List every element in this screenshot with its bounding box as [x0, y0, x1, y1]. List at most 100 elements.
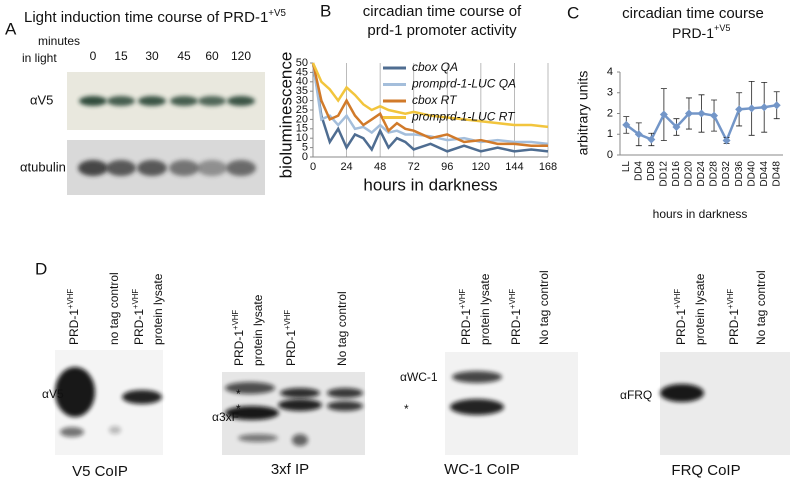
- column-label: protein lysate: [478, 273, 492, 345]
- y-tick-label: 40: [296, 76, 308, 88]
- x-tick-label: DD36: [734, 161, 745, 187]
- panel-letter: A: [5, 19, 17, 38]
- y-tick-label: 10: [296, 132, 308, 144]
- band: [452, 371, 502, 383]
- column-label-sup: +VHF: [726, 289, 735, 309]
- x-tick-label: 24: [340, 161, 352, 173]
- column-label-main: PRD-1: [67, 309, 81, 345]
- x-tick-label: DD40: [746, 161, 757, 187]
- x-tick-label: DD48: [771, 161, 782, 187]
- column-label: protein lysate: [151, 273, 165, 345]
- minute-value: 60: [205, 49, 219, 63]
- marker: [647, 135, 656, 144]
- band: [238, 434, 278, 442]
- column-label-main: PRD-1: [727, 309, 741, 345]
- minutes-label: in light: [22, 51, 57, 65]
- band: [225, 406, 279, 420]
- column-label: No tag control: [335, 291, 349, 366]
- marker: [735, 105, 744, 114]
- x-tick-label: DD16: [671, 161, 682, 187]
- column-label-sup: +VHF: [508, 289, 517, 309]
- band: [278, 399, 322, 411]
- y-tick-label: 50: [296, 57, 308, 69]
- marker: [659, 110, 668, 119]
- marker: [760, 103, 769, 112]
- y-tick-label: 30: [296, 95, 308, 107]
- column-label-main: PRD-1: [232, 330, 246, 366]
- blot-caption: 3xf IP: [271, 461, 309, 478]
- y-tick-label: 0: [302, 151, 308, 163]
- column-label: protein lysate: [251, 294, 265, 366]
- chart-title: circadian time course of: [363, 3, 522, 20]
- chart-title: circadian time course: [622, 5, 764, 22]
- band: [198, 96, 226, 106]
- column-label: PRD-1+VHF: [283, 310, 298, 366]
- blot-caption: WC-1 CoIP: [444, 461, 520, 478]
- band: [197, 160, 227, 176]
- x-tick-label: 48: [374, 161, 386, 173]
- x-tick-label: 120: [472, 161, 490, 173]
- x-tick-label: DD12: [659, 161, 670, 187]
- minute-value: 45: [177, 49, 191, 63]
- chart-subtitle: PRD-1+V5: [672, 24, 730, 41]
- band: [327, 401, 363, 411]
- x-tick-label: LL: [621, 161, 632, 173]
- x-axis-label: hours in darkness: [653, 207, 748, 221]
- legend-label: promprd-1-LUC RT: [411, 110, 516, 124]
- legend-label: cbox QA: [412, 60, 458, 74]
- series-line: [311, 62, 548, 147]
- y-axis-label: bioluminescence: [276, 52, 295, 179]
- band: [78, 160, 108, 176]
- y-tick-label: 4: [607, 66, 613, 78]
- row-label: *: [404, 402, 409, 416]
- column-label-sup: +VHF: [673, 289, 682, 309]
- blot-caption: FRQ CoIP: [671, 462, 740, 479]
- marker: [697, 109, 706, 118]
- y-tick-label: 0: [607, 149, 613, 161]
- minute-value: 120: [231, 49, 251, 63]
- x-tick-label: DD24: [696, 161, 707, 187]
- y-tick-label: 1: [607, 128, 613, 140]
- band: [225, 382, 275, 394]
- y-tick-label: 2: [607, 107, 613, 119]
- minute-value: 0: [90, 49, 97, 63]
- marker: [672, 122, 681, 131]
- y-tick-label: 45: [296, 66, 308, 78]
- band: [170, 96, 198, 106]
- column-label: PRD-1+VHF: [673, 289, 688, 345]
- band: [106, 160, 136, 176]
- column-label-main: PRD-1: [132, 309, 146, 345]
- column-label-sup: +VHF: [283, 310, 292, 330]
- x-tick-label: 72: [408, 161, 420, 173]
- column-label-sup: +VHF: [66, 289, 75, 309]
- panel-letter: D: [35, 259, 47, 278]
- column-label-sup: +VHF: [231, 310, 240, 330]
- x-tick-label: DD44: [759, 161, 770, 187]
- x-tick-label: DD4: [633, 161, 644, 181]
- x-axis-label: hours in darkness: [363, 175, 497, 194]
- chart-subtitle-main: PRD-1: [672, 25, 714, 41]
- x-tick-label: DD32: [721, 161, 732, 187]
- band: [227, 96, 255, 106]
- marker: [710, 111, 719, 120]
- panel-a-title-main: Light induction time course of PRD-1: [24, 9, 268, 26]
- series-line: [311, 62, 549, 153]
- band: [226, 160, 256, 176]
- x-tick-label: DD28: [709, 161, 720, 187]
- x-tick-label: 96: [441, 161, 453, 173]
- legend-label: promprd-1-LUC QA: [411, 77, 516, 91]
- column-label-main: PRD-1: [509, 309, 523, 345]
- column-label: PRD-1+VHF: [458, 289, 473, 345]
- band: [122, 390, 162, 404]
- band: [660, 384, 704, 402]
- x-tick-label: DD20: [684, 161, 695, 187]
- column-label: PRD-1+VHF: [726, 289, 741, 345]
- column-label: no tag control: [107, 272, 121, 345]
- band: [60, 427, 84, 437]
- band: [79, 96, 107, 106]
- minutes-label: minutes: [38, 34, 80, 48]
- blot: [660, 352, 790, 455]
- panel-letter: B: [320, 1, 331, 20]
- chart-title: prd-1 promoter activity: [367, 22, 517, 39]
